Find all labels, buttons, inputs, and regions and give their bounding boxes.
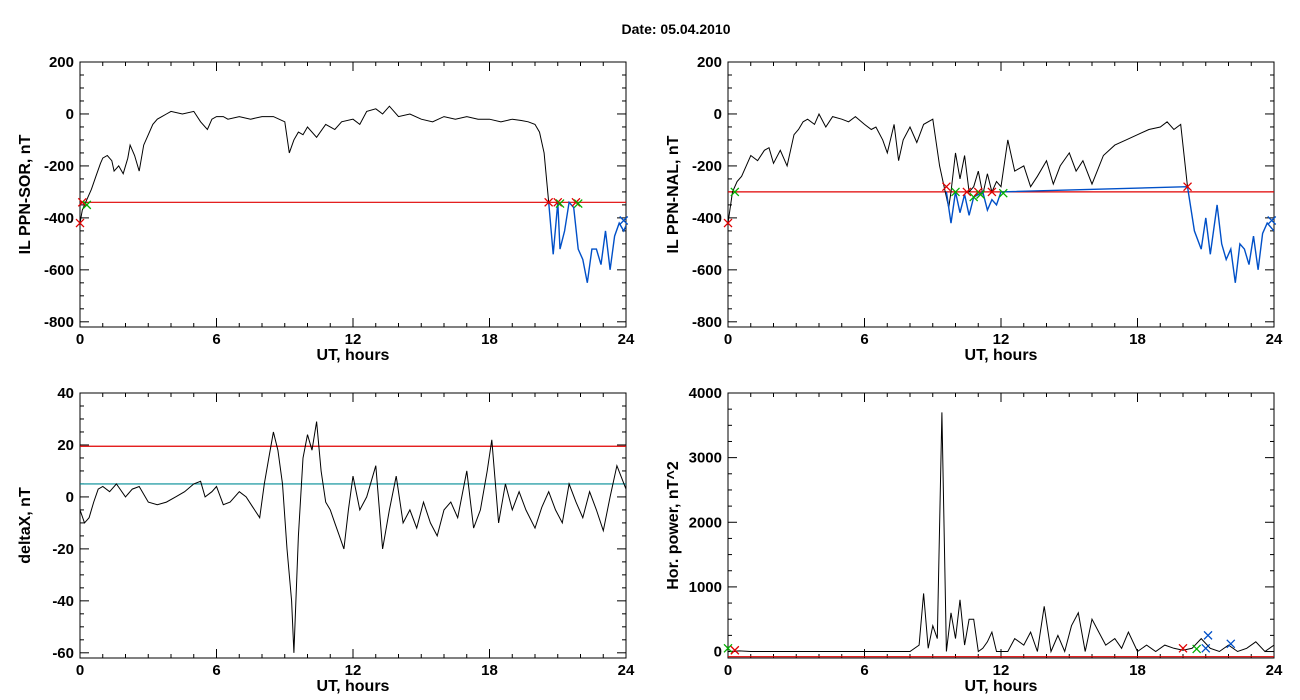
series-line: [945, 185, 1274, 283]
data-marker: [619, 216, 629, 225]
x-tick-label: 18: [1129, 331, 1146, 348]
data-marker: [1201, 643, 1211, 653]
data-marker: [553, 197, 563, 207]
data-marker: [82, 200, 92, 210]
series-line: [80, 105, 550, 224]
data-marker: [941, 182, 951, 192]
data-marker: [571, 197, 581, 207]
y-tick-label: 40: [57, 385, 74, 402]
plot-area: [727, 61, 1275, 328]
data-marker: [75, 218, 85, 228]
x-tick-label: 12: [345, 331, 362, 348]
y-axis-label: IL PPN-SOR, nT: [17, 134, 34, 254]
x-axis-label: UT, hours: [965, 678, 1038, 695]
data-marker: [77, 197, 87, 207]
x-tick-label: 0: [76, 662, 84, 679]
plot-area: [79, 61, 627, 328]
data-marker: [1183, 182, 1193, 192]
data-marker: [1267, 216, 1277, 225]
y-tick-label: 0: [66, 489, 74, 506]
y-tick-label: 1000: [689, 579, 722, 596]
y-tick-label: -600: [44, 262, 74, 279]
x-tick-label: 6: [212, 662, 220, 679]
data-marker: [987, 187, 997, 197]
data-marker: [962, 187, 972, 197]
chart-panel: 0 6 12 18 24 -800 -600 -400 -200 0 200 UT, hours IL …: [17, 54, 635, 364]
series-line: [548, 200, 626, 283]
x-tick-label: 18: [481, 331, 498, 348]
x-tick-label: 18: [481, 662, 498, 679]
data-marker: [951, 187, 960, 197]
y-tick-label: 0: [66, 106, 74, 123]
series-line: [80, 421, 626, 653]
y-tick-label: -600: [692, 262, 722, 279]
y-tick-label: 200: [49, 54, 74, 71]
y-tick-label: -60: [52, 645, 74, 662]
x-tick-label: 0: [724, 662, 732, 679]
series-line: [728, 112, 1188, 224]
chart-panel: 0 6 12 18 24 0 1000 2000 3000 4000 UT, hours Hor. p…: [665, 385, 1283, 695]
data-marker: [573, 199, 583, 209]
x-tick-label: 0: [724, 331, 732, 348]
data-marker: [1226, 639, 1236, 649]
y-tick-label: 0: [714, 106, 722, 123]
data-marker: [555, 199, 565, 209]
x-tick-label: 24: [1266, 331, 1283, 348]
plot-area: [79, 392, 627, 659]
y-tick-label: -800: [692, 314, 722, 331]
x-tick-label: 12: [993, 331, 1010, 348]
x-tick-label: 6: [860, 331, 868, 348]
chart-panel: 0 6 12 18 24 -800 -600 -400 -200 0 200 UT, hours IL …: [665, 54, 1283, 364]
data-marker: [976, 190, 985, 199]
plot-area: [727, 392, 1275, 659]
y-tick-label: -400: [44, 210, 74, 227]
y-tick-label: -200: [692, 158, 722, 175]
x-tick-label: 6: [212, 331, 220, 348]
x-tick-label: 24: [618, 331, 635, 348]
y-axis-label: deltaX, nT: [17, 487, 34, 564]
data-marker: [1192, 644, 1202, 654]
x-axis-label: UT, hours: [317, 678, 390, 695]
data-marker: [1203, 630, 1213, 640]
y-axis-label: Hor. power, nT^2: [665, 461, 682, 590]
x-axis-label: UT, hours: [317, 347, 390, 364]
y-tick-label: 20: [57, 437, 74, 454]
x-tick-label: 12: [345, 662, 362, 679]
x-axis-label: UT, hours: [965, 347, 1038, 364]
data-marker: [723, 643, 733, 653]
y-tick-label: -40: [52, 593, 74, 610]
y-tick-label: -200: [44, 158, 74, 175]
x-tick-label: 24: [618, 662, 635, 679]
y-tick-label: 3000: [689, 450, 722, 467]
x-tick-label: 18: [1129, 662, 1146, 679]
x-tick-label: 24: [1266, 662, 1283, 679]
series-line: [728, 412, 1274, 654]
y-tick-label: 2000: [689, 514, 722, 531]
y-tick-label: -20: [52, 541, 74, 558]
data-marker: [730, 645, 740, 655]
data-marker: [998, 188, 1008, 198]
x-tick-label: 6: [860, 662, 868, 679]
data-marker: [544, 197, 554, 207]
y-tick-label: 200: [697, 54, 722, 71]
y-axis-label: IL PPN-NAL, nT: [665, 135, 682, 253]
data-marker: [1178, 643, 1188, 653]
y-tick-label: -800: [44, 314, 74, 331]
figure-title: Date: 05.04.2010: [622, 21, 731, 37]
x-tick-label: 0: [76, 331, 84, 348]
y-tick-label: 4000: [689, 385, 722, 402]
y-tick-label: 0: [714, 644, 722, 661]
y-tick-label: -400: [692, 210, 722, 227]
x-tick-label: 12: [993, 662, 1010, 679]
data-marker: [723, 218, 733, 228]
chart-panel: 0 6 12 18 24 -60 -40 -20 0 20 40 UT, hours deltaX, n…: [17, 385, 635, 695]
data-marker: [730, 187, 740, 197]
